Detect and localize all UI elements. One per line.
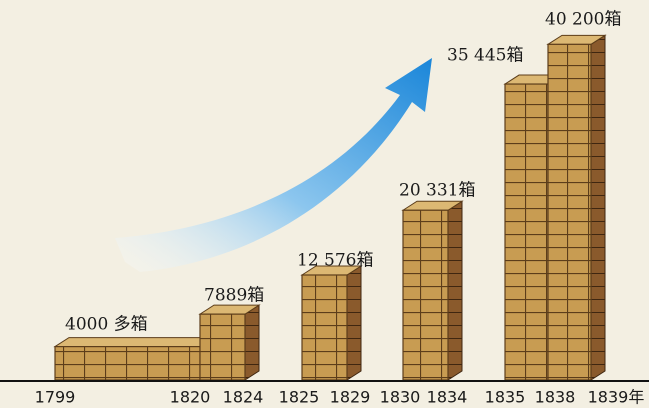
x-tick-label: 1799: [35, 388, 76, 407]
bar: [504, 83, 549, 381]
x-tick-label: 1830: [380, 388, 421, 407]
bar-side: [346, 265, 362, 381]
x-tick-label: 1839年: [588, 388, 645, 407]
value-label: 35 445箱: [447, 46, 523, 66]
value-label: 20 331箱: [399, 181, 475, 201]
x-tick-label: 1834: [427, 388, 468, 407]
bar: [54, 346, 201, 381]
bar: [301, 274, 348, 381]
growth-arrow: [115, 58, 432, 272]
bars: [53, 34, 607, 381]
bar-top: [53, 337, 216, 348]
x-tick-label: 1838: [535, 388, 576, 407]
x-tick-label: 1825: [279, 388, 320, 407]
value-label: 7889箱: [204, 286, 264, 306]
value-label: 12 576箱: [297, 251, 373, 271]
bar: [402, 209, 449, 381]
value-label: 4000 多箱: [65, 315, 148, 335]
x-tick-label: 1820: [170, 388, 211, 407]
bar-side: [447, 200, 463, 381]
x-tick-label: 1824: [223, 388, 264, 407]
bar: [547, 43, 592, 381]
x-tick-label: 1835: [485, 388, 526, 407]
bar-side: [244, 304, 260, 381]
value-label: 40 200箱: [545, 10, 621, 30]
bar: [199, 313, 246, 381]
x-tick-label: 1829: [330, 388, 371, 407]
bar-side: [590, 34, 606, 381]
